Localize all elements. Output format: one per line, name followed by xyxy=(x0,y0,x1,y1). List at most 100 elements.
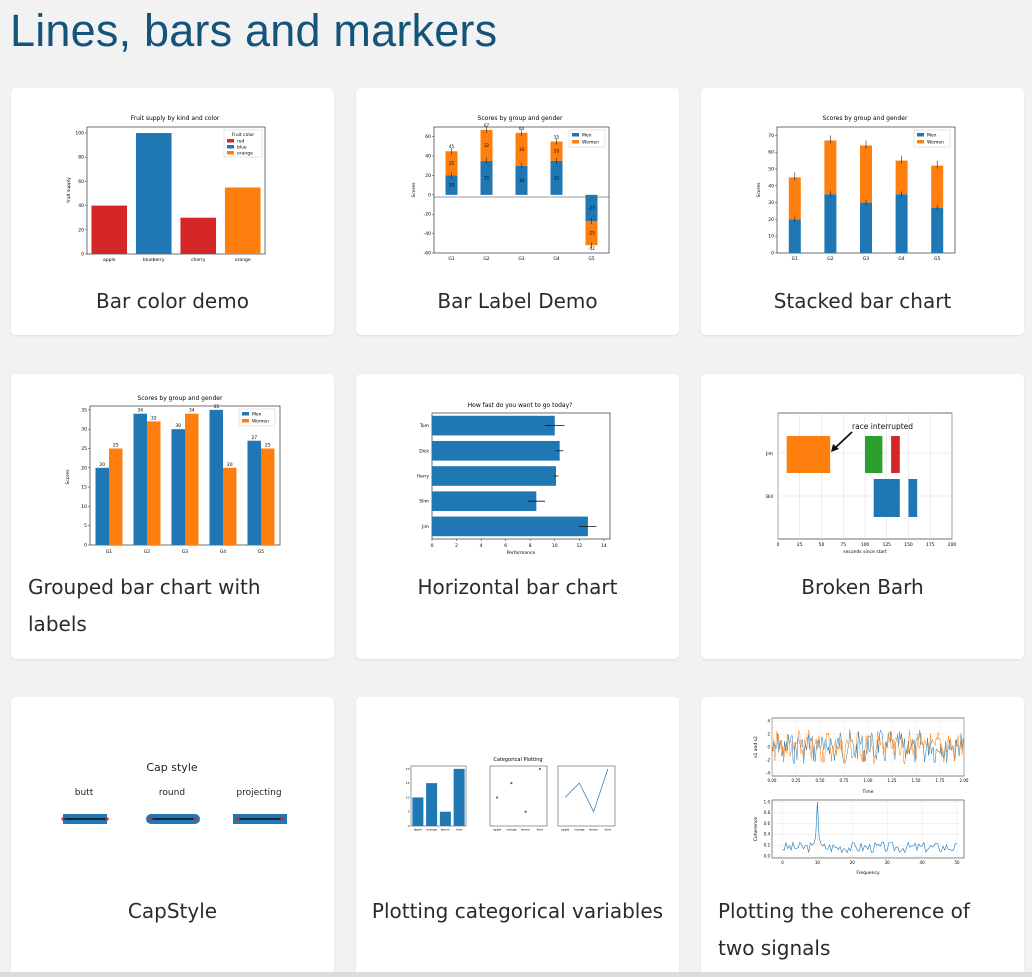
thumbnail-coherence[interactable]: 0.00 0.25 0.50 0.75 1.00 1.25 1.50 1.75 2.00 4 2 0-… xyxy=(751,711,976,879)
x-tick-label: G4 xyxy=(553,256,559,262)
thumbnail-stacked-bar-chart[interactable]: Scores by group and gender Scores 0 10 20 3… xyxy=(751,110,976,265)
thumbnail-horizontal-bar-chart[interactable]: How fast do you want to go today? 0 2 4 6 8 1… xyxy=(406,396,631,556)
signal-line-s2 xyxy=(771,729,965,765)
x-tick-label: G1 xyxy=(792,256,798,262)
y-axis-label: fruit supply xyxy=(66,177,72,203)
x-tick-label: G5 xyxy=(934,256,940,262)
card-label[interactable]: Bar color demo xyxy=(96,289,249,313)
x-tick-label: G5 xyxy=(258,549,264,555)
card-label[interactable]: Plotting categorical variables xyxy=(371,899,664,923)
gallery-card-horizontal-bar-chart[interactable]: How fast do you want to go today? 0 2 4 6 8 1… xyxy=(356,374,679,659)
cap-sample-round xyxy=(146,814,200,824)
y-tick-label: 0.0 xyxy=(764,853,771,858)
bar-men-G4 xyxy=(550,160,563,195)
x-tick-label: 0.75 xyxy=(840,778,849,783)
bar-men-G2 xyxy=(824,194,837,253)
bar-women-G2 xyxy=(147,421,161,545)
y-tick-label: Dick xyxy=(419,448,429,454)
legend-label-women: Women xyxy=(927,140,944,146)
y-tick-label: 20 xyxy=(81,465,87,471)
segment-jim xyxy=(865,436,883,473)
thumbnail-bar-label-demo[interactable]: Scores by group and gender Scores 60 40 20… xyxy=(406,110,631,265)
bar-women-G1 xyxy=(109,448,123,545)
card-label[interactable]: Horizontal bar chart xyxy=(417,575,618,599)
bar-lime xyxy=(453,768,465,826)
bar-Dick xyxy=(432,440,560,461)
x-tick-label: apple xyxy=(493,828,501,832)
data-label: 35 xyxy=(213,404,219,410)
thumbnail-grouped-bar-chart[interactable]: Scores by group and gender Scores 0 5 10 15… xyxy=(61,392,286,557)
x-tick-label: 0.25 xyxy=(792,778,801,783)
data-label: 30 xyxy=(175,423,181,429)
bar-men-G5 xyxy=(247,440,261,545)
gallery-card-coherence[interactable]: 0.00 0.25 0.50 0.75 1.00 1.25 1.50 1.75 2.00 4 2 0-… xyxy=(701,697,1024,977)
y-tick-label: 100 xyxy=(75,131,84,137)
card-label[interactable]: Stacked bar chart xyxy=(773,289,952,313)
data-label-total: -52 xyxy=(588,246,595,251)
axes-frame xyxy=(557,765,616,827)
top-y-axis-label: s1 and s2 xyxy=(753,736,759,758)
point-orange xyxy=(510,782,513,785)
y-tick-label: 30 xyxy=(768,200,774,206)
bar-women-G4 xyxy=(550,141,563,161)
thumbnail-bar-color-demo[interactable]: Fruit supply by kind and color fruit sup… xyxy=(61,110,286,265)
data-label-men: 30 xyxy=(519,178,525,183)
axes-frame xyxy=(489,765,548,827)
data-label-women: 20 xyxy=(554,149,560,154)
card-label[interactable]: Bar Label Demo xyxy=(437,289,598,313)
bar-orange xyxy=(426,783,438,826)
gallery-card-bar-label-demo[interactable]: Scores by group and gender Scores 60 40 20… xyxy=(356,88,679,335)
gallery-card-broken-barh[interactable]: 0 25 50 75 100 125 150 175 200 race interrupted … xyxy=(701,374,1024,659)
x-tick-label: orange xyxy=(574,828,585,832)
x-tick-label: G4 xyxy=(220,549,226,555)
gallery-card-capstyle[interactable]: Cap style butt round projecting CapStyle xyxy=(11,697,334,977)
y-tick-label: 0.8 xyxy=(764,810,771,815)
bar-apple xyxy=(412,797,424,826)
gallery-card-categorical-variables[interactable]: Categorical Plotting 0 5 10 15 20 apple orange… xyxy=(356,697,679,977)
page-title: Lines, bars and markers xyxy=(10,5,498,56)
gallery-card-grouped-bar-chart[interactable]: Scores by group and gender Scores 0 5 10 15… xyxy=(11,374,334,659)
thumbnail-broken-barh[interactable]: 0 25 50 75 100 125 150 175 200 race interrupted … xyxy=(751,396,976,556)
x-tick-label: 1.75 xyxy=(936,778,945,783)
card-label[interactable]: CapStyle xyxy=(127,899,218,923)
legend-swatch-blue xyxy=(227,145,234,149)
data-label: 34 xyxy=(189,408,195,414)
y-tick-label-jim: Jim xyxy=(765,451,773,457)
thumbnail-categorical-variables[interactable]: Categorical Plotting 0 5 10 15 20 apple orange… xyxy=(406,752,631,842)
thumbnail-capstyle[interactable]: Cap style butt round projecting xyxy=(41,747,301,847)
legend-swatch-red xyxy=(227,139,234,143)
x-tick-label: orange xyxy=(506,828,517,832)
x-tick-label: orange xyxy=(426,828,437,832)
legend-swatch-men xyxy=(572,133,579,137)
legend-swatch-women xyxy=(572,140,579,144)
data-label: 32 xyxy=(151,415,157,421)
y-tick-label: -40 xyxy=(424,231,431,237)
bar-blueberry xyxy=(135,133,172,254)
capstyle-title: Cap style xyxy=(146,761,198,774)
y-tick-label: Jim xyxy=(421,524,429,530)
y-tick-label: 10 xyxy=(768,234,774,240)
card-label[interactable]: Broken Barh xyxy=(801,575,924,599)
y-tick-label: 10 xyxy=(81,504,87,510)
data-label-men: 20 xyxy=(449,183,455,188)
x-tick-label: G2 xyxy=(144,549,150,555)
series-line xyxy=(564,768,609,813)
y-tick-label: 0 xyxy=(428,192,431,198)
gallery-card-stacked-bar-chart[interactable]: Scores by group and gender Scores 0 10 20 3… xyxy=(701,88,1024,335)
bar-men-G4 xyxy=(895,194,908,253)
gallery-card-bar-color-demo[interactable]: Fruit supply by kind and color fruit sup… xyxy=(11,88,334,335)
stacked-bar-chart: Scores by group and gender Scores 0 10 20 3… xyxy=(756,115,956,262)
card-label[interactable]: Plotting the coherence of two signals xyxy=(718,899,970,960)
y-tick-label: 0 xyxy=(81,252,84,258)
segment-jim xyxy=(786,436,831,473)
x-tick-label: 4 xyxy=(480,543,483,549)
card-label[interactable]: Grouped bar chart with labels xyxy=(28,575,261,636)
y-tick-label: 40 xyxy=(768,183,774,189)
chart-title: Scores by group and gender xyxy=(138,395,223,402)
categorical-chart: Categorical Plotting 0 5 10 15 20 apple orange… xyxy=(406,757,616,832)
data-label-women: 34 xyxy=(519,147,525,152)
x-tick-label: lime xyxy=(537,828,544,832)
y-tick-label: 30 xyxy=(81,427,87,433)
legend-label-men: Men xyxy=(582,133,592,139)
x-axis-label: Performance xyxy=(507,550,536,556)
